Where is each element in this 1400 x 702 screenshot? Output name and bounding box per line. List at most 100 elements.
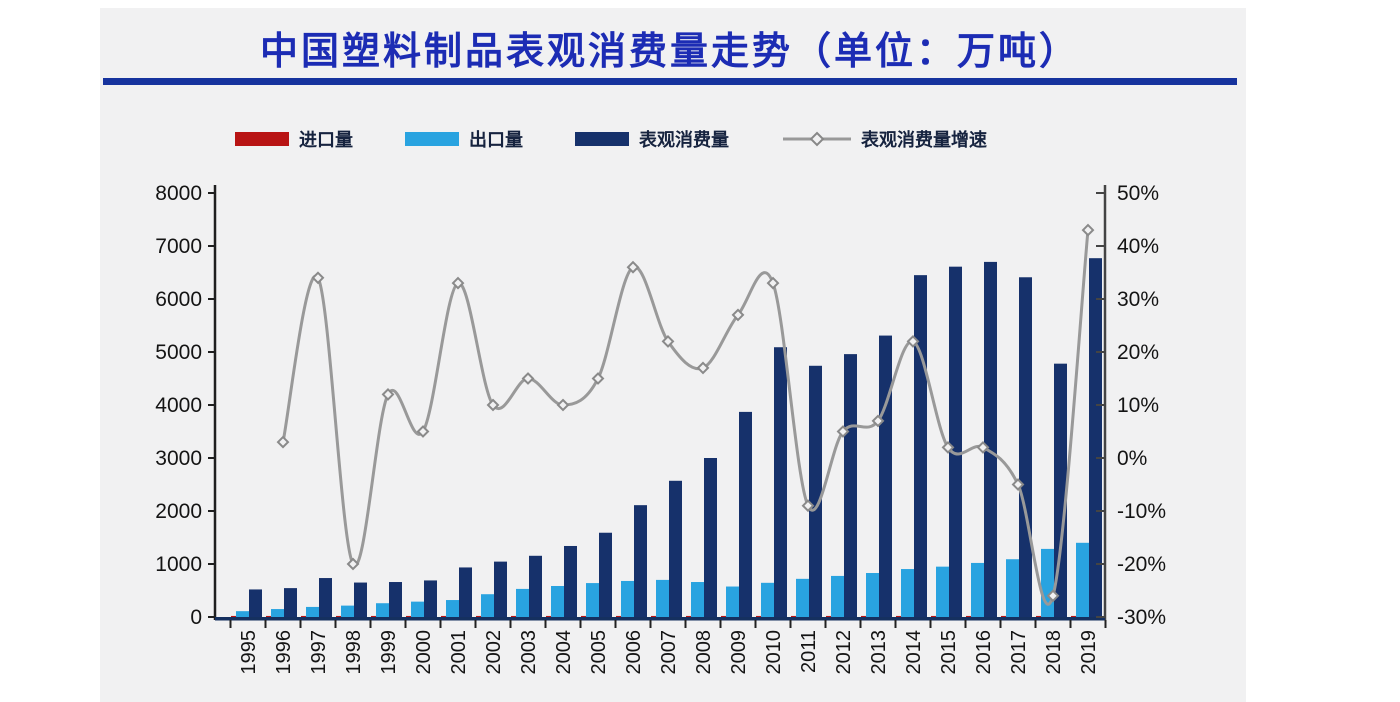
growth-line-marker <box>556 398 570 412</box>
bar-consumption-2011 <box>809 365 822 617</box>
bar-consumption-2004 <box>564 545 577 617</box>
bar-consumption-2013 <box>879 335 892 617</box>
bar-consumption-2009 <box>739 411 752 617</box>
legend-label-import: 进口量 <box>299 130 353 150</box>
import-swatch-icon <box>235 132 289 146</box>
x-axis-year-label: 1998 <box>343 630 365 675</box>
bar-consumption-1998 <box>354 582 367 617</box>
growth-line-marker <box>661 334 675 348</box>
growth-line-marker <box>766 276 780 290</box>
legend-item-growth: 表观消费量增速 <box>781 126 987 152</box>
bar-export-2018 <box>1041 548 1054 617</box>
right-axis-tick-label: 0% <box>1117 447 1147 470</box>
bar-export-2016 <box>971 562 984 617</box>
x-axis-year-label: 2002 <box>483 630 505 675</box>
growth-line-marker <box>1011 478 1025 491</box>
x-axis-year-label: 2006 <box>623 630 645 675</box>
bar-consumption-2017 <box>1019 277 1032 617</box>
bar-export-2014 <box>901 569 914 617</box>
bar-export-2019 <box>1076 542 1089 617</box>
x-axis-year-label: 1995 <box>238 630 260 675</box>
legend-label-growth: 表观消费量增速 <box>861 130 987 150</box>
bar-consumption-2019 <box>1089 258 1102 617</box>
right-axis-tick-label: 50% <box>1117 182 1159 205</box>
x-axis-year-label: 2003 <box>518 630 540 675</box>
right-axis-tick-label: 20% <box>1117 341 1159 364</box>
x-axis-year-label: 2005 <box>588 630 610 675</box>
bar-consumption-1999 <box>389 582 402 617</box>
bar-consumption-2014 <box>914 275 927 617</box>
left-axis-tick-label: 8000 <box>155 182 202 205</box>
bar-consumption-2002 <box>494 561 507 617</box>
bar-consumption-2005 <box>599 532 612 617</box>
bar-consumption-2001 <box>459 567 472 617</box>
x-axis-year-label: 2011 <box>798 630 820 673</box>
bar-consumption-1997 <box>319 578 332 617</box>
bar-export-2003 <box>516 588 529 617</box>
x-axis-year-label: 2008 <box>693 630 715 675</box>
bar-consumption-1996 <box>284 588 297 617</box>
x-axis-year-label: 1997 <box>308 630 330 675</box>
right-axis-tick-label: 10% <box>1117 394 1159 417</box>
growth-line-marker <box>521 372 535 385</box>
title-underline <box>103 78 1237 85</box>
consumption-swatch-icon <box>575 132 629 146</box>
x-axis-year-label: 2012 <box>833 630 855 675</box>
bar-export-2005 <box>586 583 599 617</box>
x-axis-year-label: 2019 <box>1078 630 1100 675</box>
left-axis-tick-label: 0 <box>190 606 202 629</box>
x-axis-year-label: 2015 <box>938 630 960 675</box>
left-axis-tick-label: 2000 <box>155 500 202 523</box>
x-axis-year-label: 2013 <box>868 630 890 675</box>
bar-consumption-1995 <box>249 589 262 617</box>
bar-export-2004 <box>551 585 564 617</box>
bar-export-2001 <box>446 600 459 617</box>
bar-export-2010 <box>761 582 774 617</box>
growth-line-marker <box>311 271 325 285</box>
growth-line-marker <box>1046 589 1060 603</box>
bar-consumption-2000 <box>424 580 437 617</box>
bar-consumption-2010 <box>774 347 787 617</box>
left-axis-tick-label: 7000 <box>155 235 202 258</box>
growth-line-marker <box>696 361 710 375</box>
bar-export-2015 <box>936 566 949 617</box>
x-axis-year-label: 2016 <box>973 630 995 675</box>
bar-consumption-2016 <box>984 261 997 617</box>
growth-line-marker <box>591 372 605 385</box>
growth-line-marker <box>941 440 955 454</box>
x-axis-year-label: 2007 <box>658 630 680 675</box>
bar-export-1995 <box>236 611 249 617</box>
right-axis-tick-label: 30% <box>1117 288 1159 311</box>
bar-consumption-2018 <box>1054 363 1067 617</box>
x-axis-baseline <box>215 617 1105 621</box>
x-axis-year-label: 2018 <box>1043 630 1065 675</box>
growth-line-marker <box>626 260 640 274</box>
x-axis-year-label: 2000 <box>413 630 435 675</box>
x-axis-year-label: 2009 <box>728 630 750 675</box>
right-axis-tick-label: 40% <box>1117 235 1159 258</box>
bar-export-2006 <box>621 580 634 617</box>
legend-item-import: 进口量 <box>235 126 353 152</box>
chart-legend: 进口量 出口量 表观消费量 表观消费量增速 <box>235 126 1135 152</box>
bar-export-2000 <box>411 601 424 617</box>
x-axis-year-label: 2010 <box>763 630 785 675</box>
x-axis-year-label: 2004 <box>553 630 575 675</box>
chart-title: 中国塑料制品表观消费量走势（单位：万吨） <box>259 31 1080 73</box>
right-axis-tick-label: -30% <box>1117 606 1166 629</box>
bar-consumption-2007 <box>669 480 682 617</box>
left-axis-tick-label: 6000 <box>155 288 202 311</box>
bar-export-2007 <box>656 579 669 617</box>
left-axis-tick-label: 1000 <box>155 553 202 576</box>
bar-export-2002 <box>481 594 494 617</box>
growth-line-marker <box>346 557 360 571</box>
growth-line-marker <box>381 387 395 401</box>
x-axis-year-label: 2017 <box>1008 630 1030 675</box>
x-axis-year-label: 1996 <box>273 630 295 675</box>
growth-line-marker <box>976 440 990 454</box>
growth-line-marker <box>731 308 745 322</box>
growth-line-marker <box>451 276 465 290</box>
x-axis-year-label: 2001 <box>448 630 470 675</box>
growth-line-marker <box>906 334 920 348</box>
